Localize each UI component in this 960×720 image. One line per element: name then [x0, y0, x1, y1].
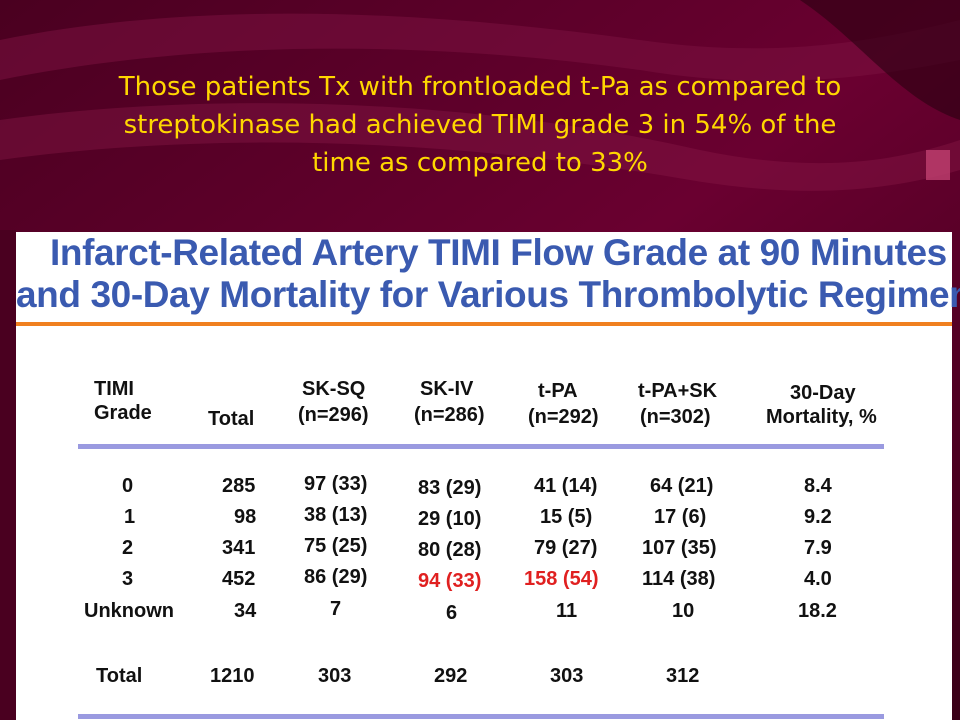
row-2-sk-sq: 75 (25) — [304, 535, 368, 557]
title-underline — [16, 322, 952, 326]
totals-t-pa-sk: 312 — [666, 665, 700, 687]
header-t-pa: t-PA — [538, 380, 578, 402]
row-unknown-t-pa-sk: 10 — [672, 600, 695, 622]
row-3-sk-sq: 86 (29) — [304, 566, 368, 588]
header-sk-iv-n: (n=286) — [414, 404, 485, 426]
totals-sk-sq: 303 — [318, 665, 352, 687]
totals-sk-iv: 292 — [434, 665, 468, 687]
totals-total: 1210 — [210, 665, 255, 687]
row-3-mortality: 4.0 — [804, 568, 832, 590]
row-3-t-pa-highlight: 158 (54) — [524, 568, 599, 590]
row-2-mortality: 7.9 — [804, 537, 832, 559]
headline-line-2: streptokinase had achieved TIMI grade 3 … — [123, 110, 837, 140]
figure-title-line-2: and 30-Day Mortality for Various Thrombo… — [16, 274, 960, 315]
headline-line-3: time as compared to 33% — [312, 148, 648, 178]
row-0-t-pa: 41 (14) — [534, 475, 598, 497]
row-unknown-mortality: 18.2 — [798, 600, 837, 622]
row-2-grade: 2 — [122, 537, 134, 559]
row-0-mortality: 8.4 — [804, 475, 832, 497]
row-2-total: 341 — [222, 537, 256, 559]
row-2-t-pa-sk: 107 (35) — [642, 537, 717, 559]
row-2-sk-iv: 80 (28) — [418, 539, 482, 561]
row-3-grade: 3 — [122, 568, 134, 590]
header-grade: Grade — [94, 402, 152, 424]
row-0-grade: 0 — [122, 475, 134, 497]
row-unknown-sk-iv: 6 — [446, 602, 458, 624]
row-1-sk-iv: 29 (10) — [418, 508, 482, 530]
row-unknown-t-pa: 11 — [556, 600, 578, 622]
row-3-sk-iv-highlight: 94 (33) — [418, 570, 482, 592]
header-sk-iv: SK-IV — [420, 378, 474, 400]
header-divider — [78, 444, 884, 449]
row-1-t-pa: 15 (5) — [540, 506, 593, 528]
slide-headline: Those patients Tx with frontloaded t-Pa … — [40, 68, 920, 182]
row-unknown-sk-sq: 7 — [330, 598, 342, 620]
row-2-t-pa: 79 (27) — [534, 537, 598, 559]
header-mortality: Mortality, % — [766, 406, 877, 428]
timi-table: TIMI Grade Total SK-SQ (n=296) SK-IV (n=… — [16, 232, 952, 720]
row-3-t-pa-sk: 114 (38) — [642, 568, 716, 590]
header-t-pa-sk-n: (n=302) — [640, 406, 711, 428]
row-3-total: 452 — [222, 568, 256, 590]
row-0-total: 285 — [222, 475, 256, 497]
row-1-sk-sq: 38 (13) — [304, 504, 368, 526]
totals-label: Total — [96, 665, 143, 687]
header-sk-sq-n: (n=296) — [298, 404, 369, 426]
header-total: Total — [208, 408, 255, 430]
row-1-total: 98 — [234, 506, 257, 528]
headline-line-1: Those patients Tx with frontloaded t-Pa … — [118, 72, 842, 102]
figure-title-line-1: Infarct-Related Artery TIMI Flow Grade a… — [50, 232, 947, 273]
row-unknown-total: 34 — [234, 600, 257, 622]
header-timi: TIMI — [94, 378, 134, 400]
header-t-pa-n: (n=292) — [528, 406, 599, 428]
row-unknown-grade: Unknown — [84, 600, 174, 622]
row-0-sk-sq: 97 (33) — [304, 473, 368, 495]
row-1-mortality: 9.2 — [804, 506, 832, 528]
figure-panel: Infarct-Related Artery TIMI Flow Grade a… — [16, 232, 960, 720]
header-t-pa-sk: t-PA+SK — [638, 380, 718, 402]
footer-divider — [78, 714, 884, 719]
row-0-t-pa-sk: 64 (21) — [650, 475, 714, 497]
header-30-day: 30-Day — [790, 382, 856, 404]
header-sk-sq: SK-SQ — [302, 378, 366, 400]
totals-t-pa: 303 — [550, 665, 584, 687]
figure-title: Infarct-Related Artery TIMI Flow Grade a… — [16, 232, 960, 316]
row-0-sk-iv: 83 (29) — [418, 477, 482, 499]
row-1-grade: 1 — [124, 506, 136, 528]
row-1-t-pa-sk: 17 (6) — [654, 506, 707, 528]
